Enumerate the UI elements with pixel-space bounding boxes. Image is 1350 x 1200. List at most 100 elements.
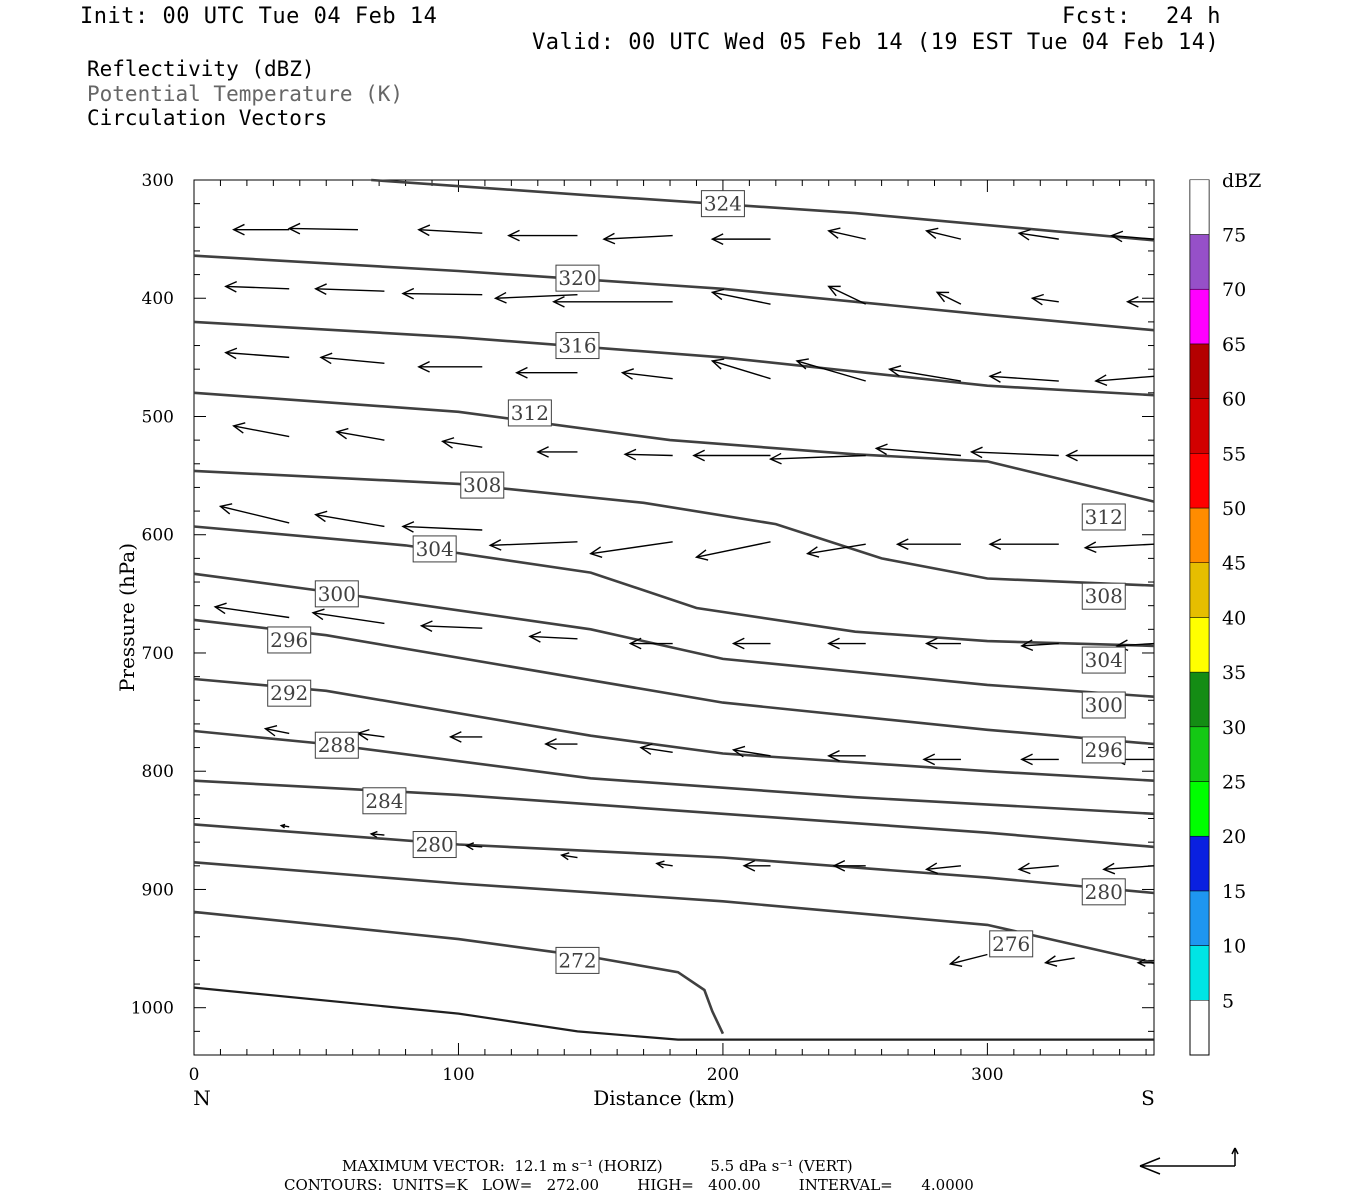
- contour-label-right-304: 304: [1085, 648, 1123, 672]
- circulation-vector: [768, 452, 866, 465]
- circulation-vector: [488, 539, 578, 551]
- circulation-vector: [279, 823, 290, 829]
- contour-label-right-312-box: [1081, 503, 1126, 531]
- footer-max-vector: MAXIMUM VECTOR: 12.1 m s⁻¹ (HORIZ) 5.5 d…: [342, 1157, 853, 1175]
- colorbar-swatch: [1189, 671, 1210, 728]
- colorbar-label: 5: [1222, 990, 1234, 1012]
- forecast-hour: 24 h: [1166, 4, 1221, 29]
- circulation-vector: [441, 437, 483, 449]
- circulation-vector: [827, 285, 867, 305]
- colorbar-swatch: [1189, 781, 1210, 837]
- circulation-vector: [827, 227, 866, 240]
- circulation-vector: [602, 232, 673, 245]
- y-tick-label: 300: [142, 171, 174, 191]
- x-tick-label: 0: [189, 1065, 200, 1085]
- colorbar-label: 65: [1222, 334, 1246, 356]
- valid-time: Valid: 00 UTC Wed 05 Feb 14 (19 EST Tue …: [532, 30, 1220, 55]
- circulation-vector: [1017, 862, 1059, 875]
- y-tick-label: 700: [142, 644, 174, 664]
- colorbar-swatch: [1189, 835, 1210, 892]
- circulation-vector: [589, 541, 673, 558]
- circulation-vector: [319, 352, 385, 365]
- y-tick-label: 1000: [131, 999, 174, 1019]
- circulation-vector: [515, 366, 578, 379]
- field-potential-temperature: Potential Temperature (K): [87, 82, 404, 106]
- theta-contour-312: [193, 391, 1155, 503]
- colorbar-swatch: [1189, 945, 1210, 1001]
- circulation-vector: [805, 543, 866, 558]
- circulation-vector: [224, 280, 290, 293]
- circulation-vector: [692, 449, 771, 462]
- colorbar-swatch: [1189, 398, 1210, 454]
- circulation-vector: [232, 223, 290, 236]
- circulation-vector: [213, 602, 290, 619]
- colorbar-swatch: [1189, 726, 1210, 782]
- contour-label-288: 288: [318, 733, 356, 757]
- circulation-vector: [795, 358, 866, 382]
- colorbar-label: 10: [1222, 936, 1246, 958]
- circulation-vector: [1125, 295, 1154, 308]
- circulation-vector: [694, 541, 771, 561]
- contour-label-292: 292: [270, 681, 308, 705]
- circulation-vector: [311, 608, 385, 625]
- circulation-vector: [552, 295, 673, 308]
- circulation-vector: [710, 358, 771, 380]
- circulation-vector: [1030, 293, 1059, 306]
- circulation-vector: [895, 538, 961, 551]
- contour-label-296-box: [267, 626, 312, 654]
- contour-label-right-312: 312: [1085, 505, 1123, 529]
- contour-label-288-box: [314, 731, 359, 759]
- contour-label-272-box: [555, 946, 600, 974]
- x-axis-label: Distance (km): [593, 1086, 735, 1110]
- contour-label-300-box: [314, 580, 359, 608]
- colorbar-swatch: [1189, 890, 1210, 946]
- init-time: Init: 00 UTC Tue 04 Feb 14: [80, 4, 438, 29]
- contour-label-276-box: [989, 930, 1034, 958]
- contour-label-284-box: [362, 787, 407, 815]
- contour-label-296: 296: [270, 628, 308, 652]
- contour-label-right-280: 280: [1085, 880, 1123, 904]
- circulation-vector: [1102, 862, 1155, 875]
- contour-label-304-box: [412, 535, 457, 563]
- y-tick-label: 900: [142, 880, 174, 900]
- contour-label-right-304-box: [1081, 646, 1126, 674]
- contour-label-right-308: 308: [1085, 584, 1123, 608]
- circulation-vector: [988, 371, 1059, 383]
- circulation-vector: [874, 443, 962, 457]
- colorbar-swatch: [1189, 343, 1210, 399]
- colorbar-swatch: [1189, 453, 1210, 509]
- colorbar-label: 55: [1222, 443, 1246, 465]
- theta-contour-296: [193, 618, 1155, 746]
- circulation-vector: [369, 830, 385, 838]
- theta-contour-272: [193, 910, 725, 1035]
- contour-label-right-280-box: [1081, 878, 1126, 906]
- theta-contour-316: [193, 320, 1155, 397]
- circulation-vector: [620, 368, 673, 380]
- field-reflectivity: Reflectivity (dBZ): [87, 57, 315, 81]
- colorbar-label: 40: [1222, 607, 1246, 629]
- circulation-vector: [356, 728, 385, 741]
- contour-label-312: 312: [511, 401, 549, 425]
- y-tick-label: 400: [142, 289, 174, 309]
- circulation-vector: [623, 448, 673, 461]
- colorbar-label: 70: [1222, 279, 1246, 301]
- theta-contour-288: [193, 729, 1155, 816]
- circulation-vector: [224, 347, 290, 360]
- contour-label-316-box: [555, 332, 600, 360]
- circulation-vector: [493, 291, 578, 304]
- colorbar-label: 30: [1222, 717, 1246, 739]
- circulation-vector: [731, 745, 771, 758]
- contour-label-300: 300: [318, 582, 356, 606]
- theta-contour-280: [193, 823, 1155, 895]
- y-tick-label: 500: [142, 407, 174, 427]
- circulation-vector: [401, 287, 483, 300]
- field-circulation-vectors: Circulation Vectors: [87, 106, 328, 130]
- circulation-vector: [507, 229, 578, 242]
- circulation-vector: [314, 283, 385, 295]
- circulation-vector: [1083, 541, 1155, 554]
- theta-contour-304: [193, 525, 1155, 648]
- circulation-vector: [232, 422, 290, 438]
- circulation-vector: [887, 365, 962, 382]
- forecast-hour-label: Fcst:: [1062, 4, 1131, 29]
- contour-label-316: 316: [558, 334, 596, 358]
